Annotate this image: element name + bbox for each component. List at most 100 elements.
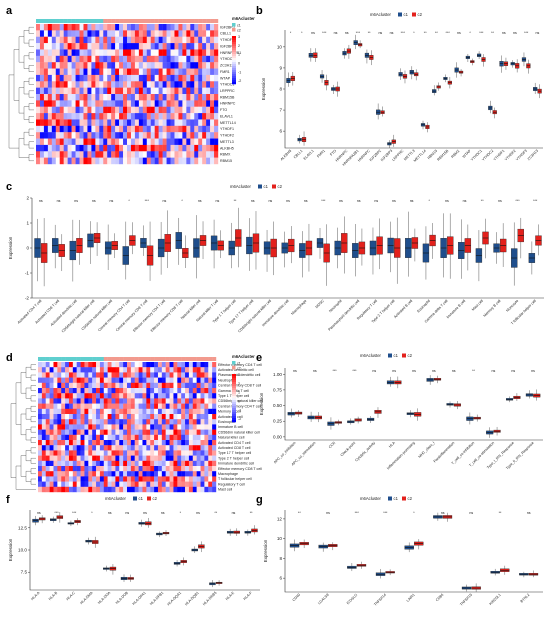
heatmap-cell xyxy=(198,100,203,107)
heatmap-cell xyxy=(162,87,167,95)
heatmap-cell xyxy=(72,481,77,487)
heatmap-cell xyxy=(162,119,167,127)
heatmap-cell xyxy=(196,419,201,425)
annotation-cell xyxy=(127,357,132,361)
heatmap-cell xyxy=(92,440,97,446)
heatmap-cell xyxy=(127,55,132,63)
scale-cell xyxy=(232,48,236,51)
heatmap-cell xyxy=(198,74,203,82)
heatmap-cell xyxy=(162,36,167,44)
heatmap-cell xyxy=(107,138,112,146)
heatmap-cell xyxy=(178,106,183,114)
heatmap-cell xyxy=(177,481,182,487)
legend-title: m6Acluster xyxy=(232,16,255,21)
heatmap-cell xyxy=(150,125,155,133)
annotation-cell xyxy=(49,357,54,361)
heatmap-cell xyxy=(127,68,132,76)
heatmap-cell xyxy=(95,36,100,44)
heatmap-cell xyxy=(111,471,116,477)
heatmap-cell xyxy=(84,362,89,368)
heatmap-cell xyxy=(198,49,203,57)
heatmap-cell xyxy=(57,466,62,472)
heatmap-cell xyxy=(154,55,159,63)
heatmap-cell xyxy=(84,388,89,394)
x-tick-label: HLA-DMA xyxy=(79,590,94,605)
heatmap-cell xyxy=(95,138,100,146)
heatmap-cell xyxy=(68,382,74,389)
heatmap-cell xyxy=(59,49,64,57)
heatmap-cell xyxy=(99,43,104,50)
significance-label: ns xyxy=(457,31,461,35)
boxplot-e: 0.000.250.500.751.00Expressionm6Acluster… xyxy=(259,353,543,470)
heatmap-cell xyxy=(119,486,124,493)
heatmap-cell xyxy=(91,106,96,114)
heatmap-cell xyxy=(41,372,46,378)
annotation-cell xyxy=(142,357,147,361)
heatmap-cell xyxy=(170,81,175,88)
y-tick-label: 12 xyxy=(277,516,283,521)
heatmap-cell xyxy=(41,398,46,404)
heatmap-cell xyxy=(214,144,219,152)
heatmap-cell xyxy=(96,486,101,493)
heatmap-cell xyxy=(123,434,128,441)
heatmap-cell xyxy=(45,408,50,415)
heatmap-cell xyxy=(111,113,116,120)
heatmap-cell xyxy=(57,460,62,467)
x-tick-label: CD56dim natural killer cell xyxy=(81,299,113,331)
significance-label: ns xyxy=(196,511,200,515)
row-label: METTL3 xyxy=(220,140,234,144)
heatmap-cell xyxy=(204,450,209,456)
heatmap-cell xyxy=(206,49,211,57)
heatmap-cell xyxy=(67,36,72,44)
heatmap-cell xyxy=(68,450,74,456)
heatmap-cell xyxy=(162,81,167,88)
heatmap-cell xyxy=(181,382,186,389)
heatmap-cell xyxy=(115,362,120,368)
heatmap-cell xyxy=(134,157,140,165)
heatmap-cell xyxy=(206,24,211,31)
heatmap-cell xyxy=(111,81,116,88)
heatmap-cell xyxy=(134,429,139,435)
heatmap-cell xyxy=(161,372,166,378)
heatmap-cell xyxy=(88,445,93,451)
heatmap-cell xyxy=(75,94,80,101)
heatmap-cell xyxy=(158,55,163,63)
heatmap-cell xyxy=(200,445,205,451)
annotation-cell xyxy=(173,357,178,361)
heatmap-cell xyxy=(119,408,124,415)
legend-swatch xyxy=(133,496,137,501)
heatmap-cell xyxy=(115,100,120,107)
heatmap-cell xyxy=(111,445,116,451)
heatmap-cell xyxy=(47,30,53,37)
heatmap-cell xyxy=(99,144,104,152)
row-label: YTHDF3 xyxy=(220,38,234,42)
heatmap-cell xyxy=(76,393,81,399)
annotation-cell xyxy=(80,357,85,361)
heatmap-cell xyxy=(103,125,108,133)
heatmap-cell xyxy=(162,113,167,120)
heatmap-cell xyxy=(119,125,124,133)
heatmap-cell xyxy=(49,424,54,430)
heatmap-cell xyxy=(43,36,49,44)
heatmap-cell xyxy=(127,138,132,146)
scale-cell xyxy=(232,82,236,85)
scale-cell xyxy=(232,408,236,411)
heatmap-cell xyxy=(177,450,182,456)
heatmap-cell xyxy=(138,393,143,399)
heatmap-cell xyxy=(99,55,104,63)
heatmap-cell xyxy=(158,74,163,82)
heatmap-cell xyxy=(165,367,170,373)
heatmap-cell xyxy=(173,408,178,415)
row-label: CD56dim natural killer cell xyxy=(218,430,260,434)
significance-label: ns xyxy=(513,31,517,35)
heatmap-cell xyxy=(165,414,170,420)
heatmap-cell xyxy=(68,367,74,373)
heatmap-cell xyxy=(80,393,85,399)
significance-label: ns xyxy=(110,199,114,203)
heatmap-cell xyxy=(181,440,186,446)
heatmap-cell xyxy=(181,362,186,368)
heatmap-cell xyxy=(111,460,116,467)
scale-tick: 1 xyxy=(238,391,240,395)
significance-label: ns xyxy=(198,199,202,203)
x-tick-label: CCR xyxy=(328,441,337,450)
